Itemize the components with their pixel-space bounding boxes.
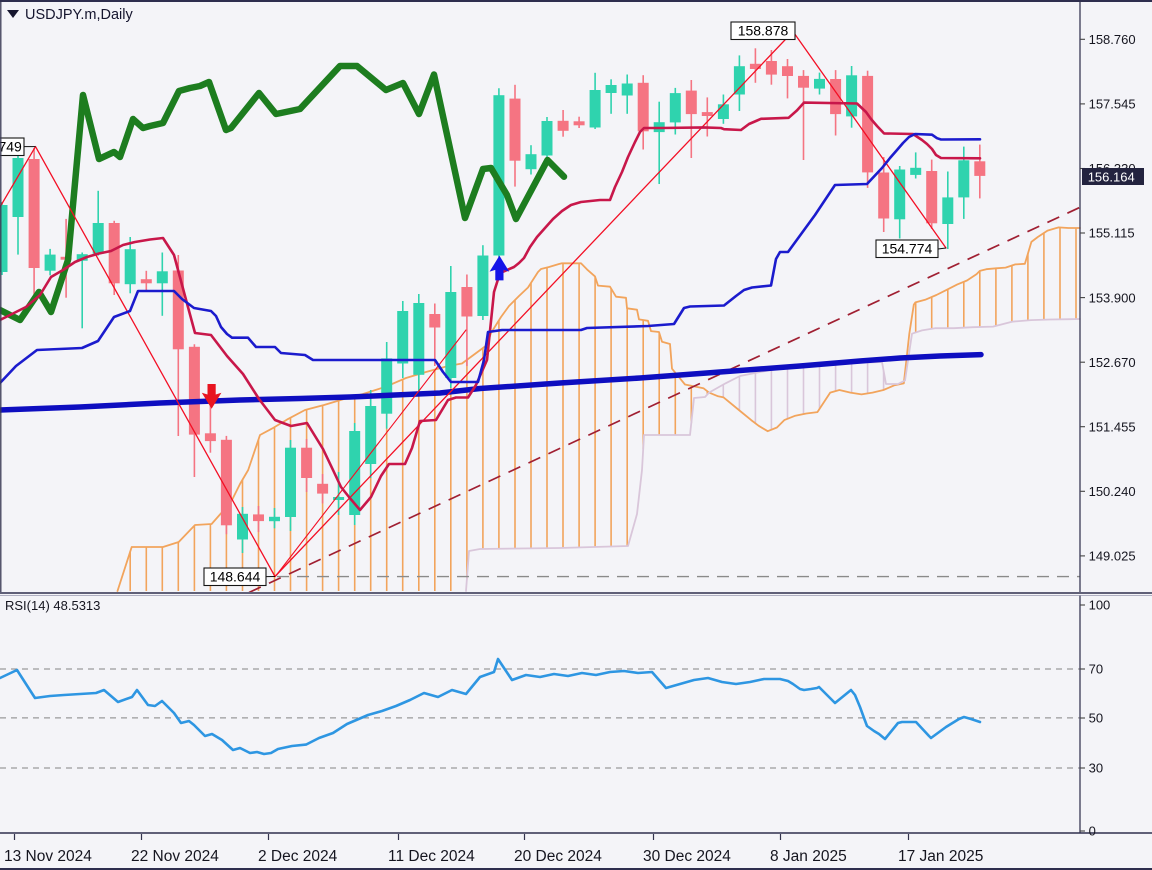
svg-text:155.115: 155.115 bbox=[1089, 226, 1135, 241]
svg-text:148.644: 148.644 bbox=[210, 569, 261, 585]
svg-text:13 Nov 2024: 13 Nov 2024 bbox=[4, 848, 92, 865]
svg-text:22 Nov 2024: 22 Nov 2024 bbox=[131, 848, 219, 865]
svg-text:150.240: 150.240 bbox=[1089, 484, 1136, 499]
svg-text:11 Dec 2024: 11 Dec 2024 bbox=[388, 848, 475, 865]
svg-text:151.455: 151.455 bbox=[1089, 419, 1136, 434]
svg-text:100: 100 bbox=[1089, 598, 1111, 613]
svg-text:70: 70 bbox=[1089, 662, 1103, 677]
svg-text:RSI(14) 48.5313: RSI(14) 48.5313 bbox=[5, 598, 100, 613]
svg-text:17 Jan 2025: 17 Jan 2025 bbox=[898, 848, 983, 865]
svg-text:2 Dec 2024: 2 Dec 2024 bbox=[258, 848, 338, 865]
svg-text:USDJPY.m,Daily: USDJPY.m,Daily bbox=[25, 7, 133, 23]
svg-text:30: 30 bbox=[1089, 761, 1103, 776]
svg-text:154.774: 154.774 bbox=[882, 241, 933, 257]
svg-text:30 Dec 2024: 30 Dec 2024 bbox=[643, 848, 731, 865]
svg-text:156.749: 156.749 bbox=[0, 139, 22, 155]
svg-text:152.670: 152.670 bbox=[1089, 355, 1136, 370]
svg-text:156.164: 156.164 bbox=[1088, 169, 1135, 184]
svg-text:157.545: 157.545 bbox=[1089, 97, 1136, 112]
svg-text:8 Jan 2025: 8 Jan 2025 bbox=[770, 848, 847, 865]
svg-text:50: 50 bbox=[1089, 711, 1103, 726]
svg-text:149.025: 149.025 bbox=[1089, 549, 1136, 564]
svg-text:20 Dec 2024: 20 Dec 2024 bbox=[514, 848, 602, 865]
svg-text:153.900: 153.900 bbox=[1089, 290, 1136, 305]
svg-text:0: 0 bbox=[1089, 824, 1096, 839]
svg-text:158.760: 158.760 bbox=[1089, 32, 1136, 47]
svg-text:158.878: 158.878 bbox=[738, 23, 789, 39]
